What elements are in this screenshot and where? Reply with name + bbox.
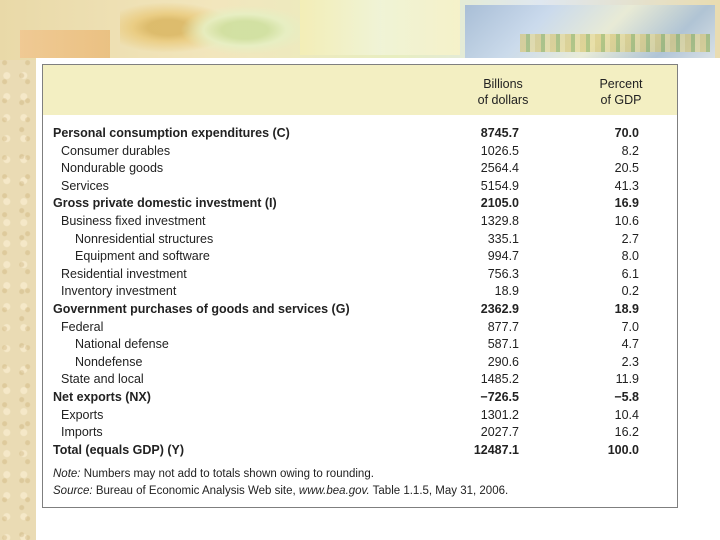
billions-value: 1026.5	[480, 143, 519, 158]
table-row: Nondefense 290.6 2.3	[43, 354, 677, 372]
billions-value: 8745.7	[480, 126, 519, 140]
percent-value: 10.4	[614, 407, 639, 422]
billions-value: 1301.2	[480, 407, 519, 422]
table-row: Exports 1301.2 10.4	[43, 407, 677, 425]
table-row: Nondurable goods 2564.4 20.5	[43, 160, 677, 178]
percent-value: 2.7	[621, 231, 639, 246]
row-label: Residential investment	[61, 266, 187, 281]
percent-value: 70.0	[614, 126, 639, 140]
percent-value: 16.9	[614, 196, 639, 211]
table-row: Imports 2027.7 16.2	[43, 424, 677, 442]
note-line: Note: Numbers may not add to totals show…	[53, 468, 374, 480]
row-label: Government purchases of goods and servic…	[53, 301, 350, 316]
table-row: Personal consumption expenditures (C) 874…	[43, 125, 677, 143]
gdp-table: Billions of dollars Percent of GDP Perso…	[42, 64, 678, 508]
table-row: Total (equals GDP) (Y) 12487.1 100.0	[43, 442, 677, 460]
row-label: National defense	[75, 337, 169, 352]
billions-value: 335.1	[487, 231, 519, 246]
billions-value: 877.7	[487, 319, 519, 334]
billions-value: 1329.8	[480, 213, 519, 228]
table-row: Inventory investment 18.9 0.2	[43, 283, 677, 301]
decorative-banner	[0, 0, 720, 60]
row-label: Net exports (NX)	[53, 389, 151, 404]
table-body: Personal consumption expenditures (C) 874…	[43, 125, 677, 459]
billions-value: 2027.7	[480, 425, 519, 440]
source-url: www.bea.gov.	[298, 485, 370, 497]
table-row: Residential investment 756.3 6.1	[43, 266, 677, 284]
percent-value: 0.2	[621, 284, 639, 299]
table-row: Gross private domestic investment (I) 210…	[43, 195, 677, 213]
row-label: Inventory investment	[61, 284, 177, 299]
row-label: Business fixed investment	[61, 213, 206, 228]
row-label: Exports	[61, 407, 104, 422]
percent-column-header: Percent of GDP	[599, 77, 643, 107]
billions-value: 1485.2	[480, 372, 519, 387]
row-label: Nondurable goods	[61, 161, 164, 176]
row-label: Services	[61, 178, 109, 193]
percent-value: 16.2	[614, 425, 639, 440]
table-row: Net exports (NX) −726.5 −5.8	[43, 389, 677, 407]
billions-column-header: Billions of dollars	[477, 77, 529, 107]
percent-value: 2.3	[621, 354, 639, 369]
row-label: Personal consumption expenditures (C)	[53, 126, 290, 140]
billions-value: 290.6	[487, 354, 519, 369]
row-label: Gross private domestic investment (I)	[53, 196, 277, 211]
row-label: State and local	[61, 372, 144, 387]
billions-value: 5154.9	[480, 178, 519, 193]
percent-value: 4.7	[621, 337, 639, 352]
percent-value: 100.0	[607, 442, 639, 457]
percent-value: 8.0	[621, 249, 639, 264]
percent-value: 41.3	[614, 178, 639, 193]
billions-value: 756.3	[487, 266, 519, 281]
percent-value: −5.8	[614, 389, 639, 404]
table-row: Nonresidential structures 335.1 2.7	[43, 231, 677, 249]
row-label: Total (equals GDP) (Y)	[53, 442, 185, 457]
row-label: Federal	[61, 319, 104, 334]
row-label: Consumer durables	[61, 143, 171, 158]
percent-value: 7.0	[621, 319, 639, 334]
percent-value: 6.1	[621, 266, 639, 281]
source-line: Source: Bureau of Economic Analysis Web …	[53, 485, 509, 497]
billions-value: 994.7	[487, 249, 519, 264]
percent-value: 10.6	[614, 213, 639, 228]
table-row: Services 5154.9 41.3	[43, 178, 677, 196]
row-label: Imports	[61, 425, 103, 440]
percent-value: 20.5	[614, 161, 639, 176]
table-row: Business fixed investment 1329.8 10.6	[43, 213, 677, 231]
billions-value: 2564.4	[480, 161, 519, 176]
table-row: State and local 1485.2 11.9	[43, 371, 677, 389]
table-row: Equipment and software 994.7 8.0	[43, 248, 677, 266]
billions-value: 587.1	[487, 337, 519, 352]
billions-value: 2362.9	[480, 301, 519, 316]
billions-value: 2105.0	[480, 196, 519, 211]
table-header	[43, 65, 677, 115]
percent-value: 18.9	[614, 301, 639, 316]
table-notes: Note: Numbers may not add to totals show…	[53, 466, 508, 500]
percent-value: 8.2	[621, 143, 639, 158]
table-row: National defense 587.1 4.7	[43, 336, 677, 354]
table-row: Government purchases of goods and servic…	[43, 301, 677, 319]
percent-value: 11.9	[615, 372, 639, 387]
billions-value: 18.9	[494, 284, 519, 299]
table-row: Consumer durables 1026.5 8.2	[43, 143, 677, 161]
table-row: Federal 877.7 7.0	[43, 319, 677, 337]
row-label: Nonresidential structures	[75, 231, 214, 246]
billions-value: −726.5	[480, 389, 519, 404]
billions-value: 12487.1	[473, 442, 519, 457]
row-label: Nondefense	[75, 354, 143, 369]
row-label: Equipment and software	[75, 249, 210, 264]
